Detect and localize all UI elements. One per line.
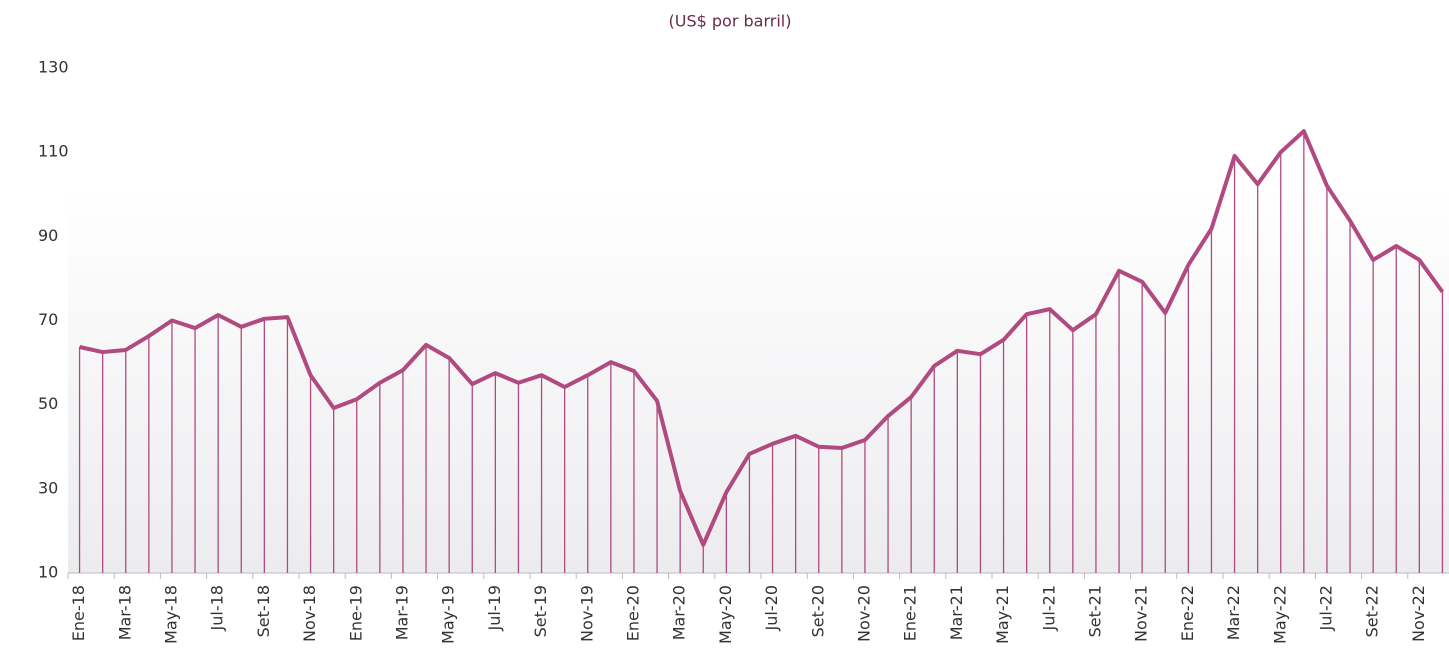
- x-tick-label: Mar-19: [392, 585, 411, 640]
- plot-background: [68, 185, 1449, 573]
- x-tick-label: Nov-20: [854, 585, 873, 642]
- x-tick-label: Mar-22: [1224, 585, 1243, 640]
- x-tick-label: Ene-22: [1178, 585, 1197, 641]
- x-tick-label: Jul-22: [1316, 585, 1335, 631]
- x-tick-label: Ene-20: [623, 585, 642, 641]
- x-tick-label: Set-20: [808, 585, 827, 637]
- x-tick-label: May-20: [716, 585, 735, 644]
- x-tick-label: Set-21: [1085, 585, 1104, 637]
- x-tick-label: Nov-21: [1132, 585, 1151, 642]
- x-tick-label: Mar-20: [670, 585, 689, 640]
- x-tick-label: Mar-21: [947, 585, 966, 640]
- x-tick-label: Jul-20: [762, 585, 781, 631]
- x-tick-label: Jul-21: [1039, 585, 1058, 631]
- chart-title: (US$ por barril): [669, 12, 792, 31]
- series-line: [79, 129, 1445, 547]
- y-tick-label: 50: [38, 394, 58, 413]
- x-tick-label: Nov-22: [1409, 585, 1428, 642]
- x-tick-label: Ene-19: [346, 585, 365, 641]
- y-tick-label: 10: [38, 563, 58, 582]
- x-tick-label: Set-19: [531, 585, 550, 637]
- x-tick-label: Mar-18: [115, 585, 134, 640]
- x-tick-label: May-22: [1270, 585, 1289, 644]
- x-tick-label: Nov-18: [300, 585, 319, 642]
- y-tick-label: 90: [38, 226, 58, 245]
- x-tick-label: May-21: [993, 585, 1012, 644]
- x-tick-label: Set-22: [1363, 585, 1382, 637]
- x-tick-label: May-18: [161, 585, 180, 644]
- x-tick-label: Ene-21: [901, 585, 920, 641]
- x-tick-label: Ene-18: [69, 585, 88, 641]
- y-tick-label: 110: [38, 142, 69, 161]
- x-tick-label: Nov-19: [577, 585, 596, 642]
- y-tick-label: 130: [38, 58, 69, 77]
- y-tick-label: 30: [38, 478, 58, 497]
- x-tick-label: Jul-18: [208, 585, 227, 631]
- x-tick-label: Set-18: [254, 585, 273, 637]
- y-tick-label: 70: [38, 310, 58, 329]
- x-tick-label: Jul-19: [485, 585, 504, 631]
- x-tick-label: May-19: [439, 585, 458, 644]
